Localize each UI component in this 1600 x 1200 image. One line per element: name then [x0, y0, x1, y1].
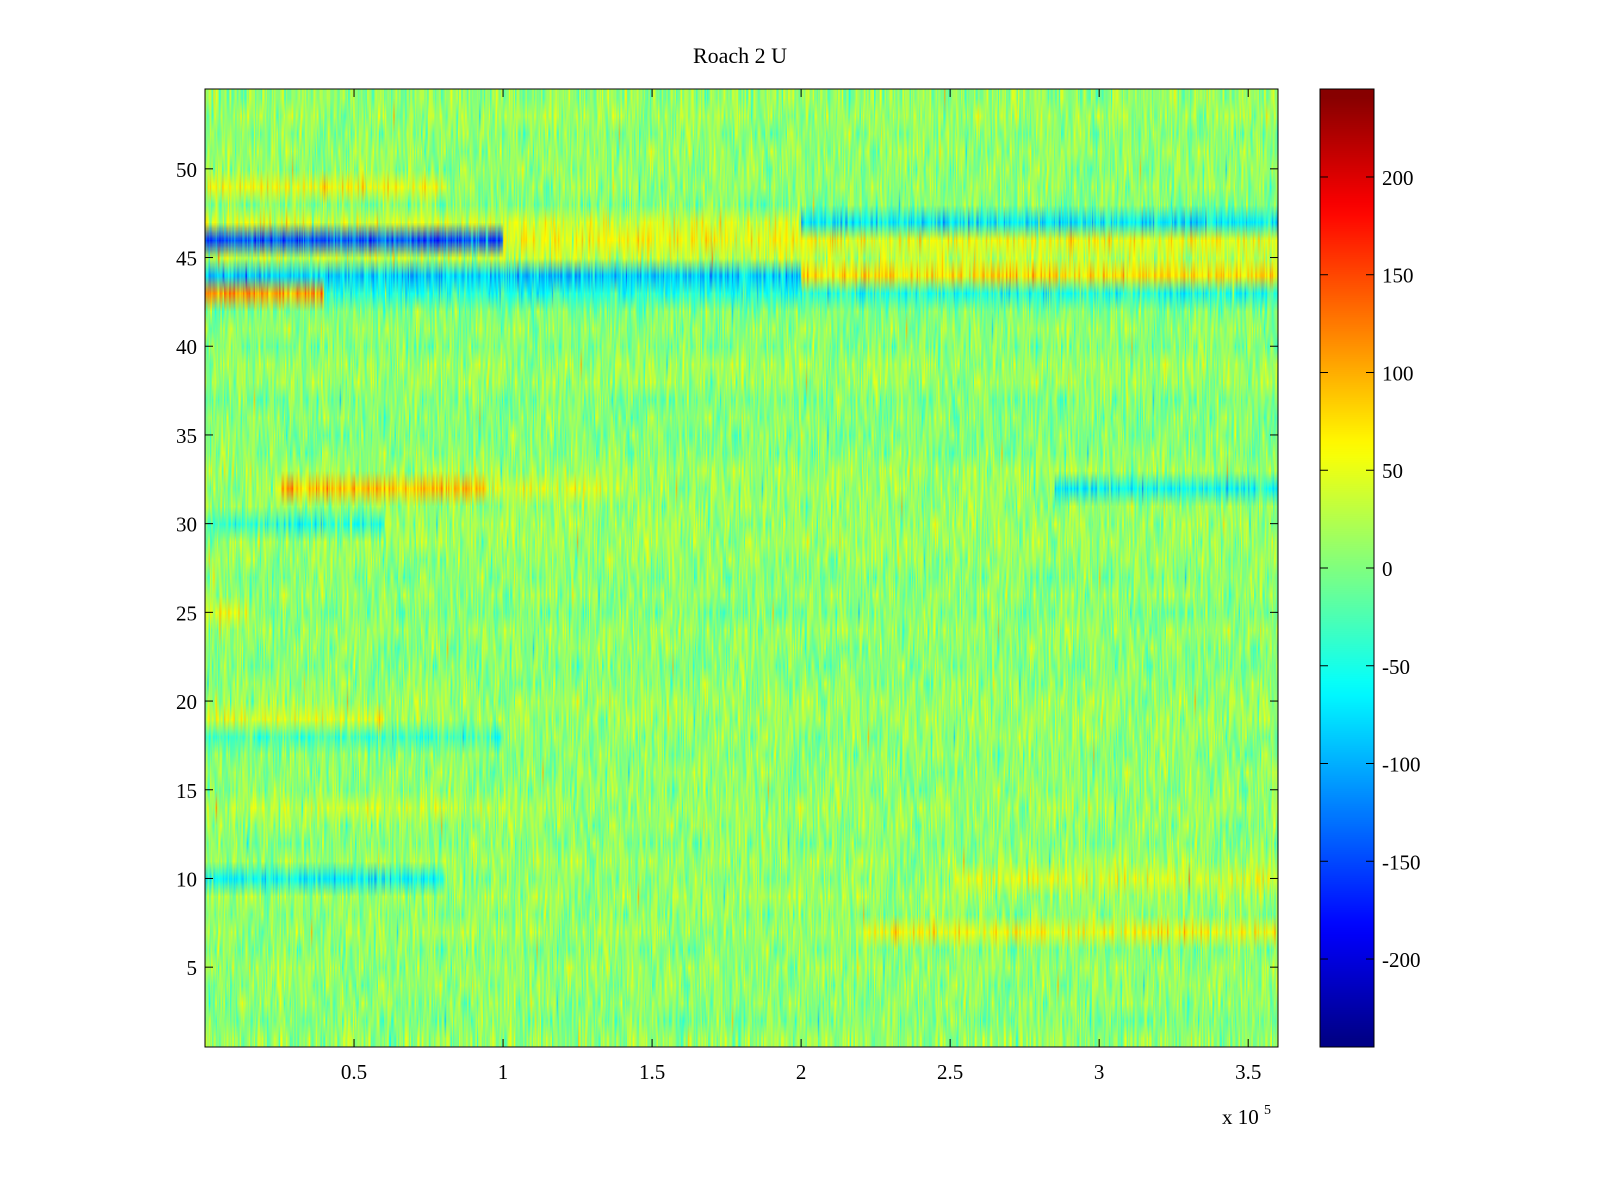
chart-title: Roach 2 U: [693, 43, 787, 68]
colorbar-gradient: [1320, 89, 1374, 1047]
x-exponent-base: x 10: [1222, 1105, 1259, 1129]
x-tick-label: 1.5: [639, 1060, 665, 1084]
x-tick-label: 3.5: [1235, 1060, 1261, 1084]
y-tick-label: 35: [176, 424, 197, 448]
colorbar-tick-label: 150: [1382, 264, 1414, 288]
y-tick-label: 20: [176, 690, 197, 714]
plot-frame: [204, 88, 1279, 1048]
y-tick-label: 50: [176, 158, 197, 182]
colorbar-tick-label: -100: [1382, 753, 1421, 777]
y-tick-label: 25: [176, 601, 197, 625]
colorbar-tick-label: -50: [1382, 655, 1410, 679]
colorbar-tick-label: 200: [1382, 166, 1414, 190]
x-exponent-label: x 10 5: [1222, 1103, 1271, 1129]
heatmap-cells: [205, 89, 1278, 1047]
x-tick-label: 2.5: [937, 1060, 963, 1084]
x-tick-label: 1: [498, 1060, 509, 1084]
y-tick-label: 45: [176, 247, 197, 271]
colorbar-tick-label: 100: [1382, 361, 1414, 385]
x-tick-label: 2: [796, 1060, 807, 1084]
y-tick-label: 15: [176, 779, 197, 803]
colorbar-ticks: 200 150 100 50 0 -50 -100 -150 -200: [1320, 166, 1421, 972]
x-exponent-power: 5: [1264, 1103, 1271, 1118]
x-axis-ticks: 0.5 1 1.5 2 2.5 3 3.5: [341, 89, 1261, 1084]
x-tick-label: 3: [1094, 1060, 1105, 1084]
x-tick-label: 0.5: [341, 1060, 367, 1084]
colorbar-tick-label: 0: [1382, 557, 1393, 581]
colorbar-tick-label: -200: [1382, 948, 1421, 972]
colorbar-tick-label: 50: [1382, 459, 1403, 483]
y-tick-label: 10: [176, 867, 197, 891]
y-tick-label: 5: [187, 956, 198, 980]
y-tick-label: 40: [176, 335, 197, 359]
y-axis-ticks: 5 10 15 20 25 30 35 40 45 50: [176, 158, 1278, 980]
y-tick-label: 30: [176, 513, 197, 537]
colorbar-tick-label: -150: [1382, 850, 1421, 874]
